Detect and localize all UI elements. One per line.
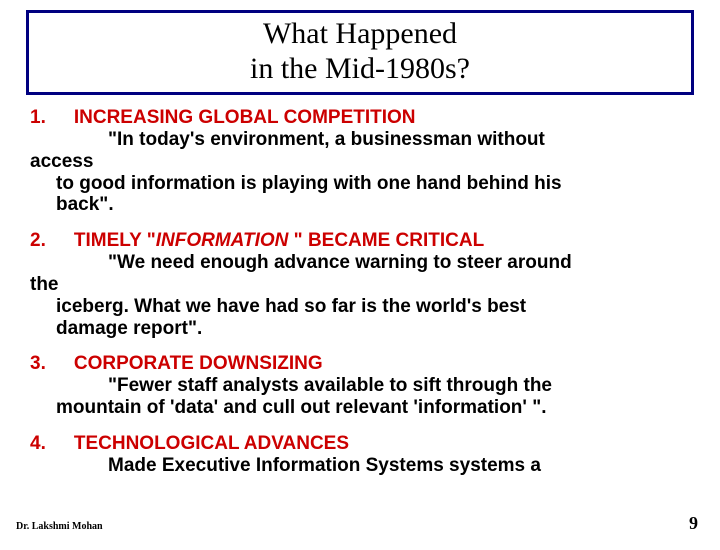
item-quote-line: "Fewer staff analysts available to sift … bbox=[30, 375, 690, 397]
list-item-4: 4. TECHNOLOGICAL ADVANCES bbox=[30, 433, 690, 455]
page-number: 9 bbox=[689, 513, 698, 534]
heading-italic: INFORMATION bbox=[156, 230, 289, 251]
item-quote-line: to good information is playing with one … bbox=[30, 173, 690, 195]
item-quote-line: Made Executive Information Systems syste… bbox=[30, 455, 690, 477]
heading-pre: TIMELY " bbox=[74, 230, 156, 251]
item-quote-line: the bbox=[30, 274, 690, 296]
item-quote-line: access bbox=[30, 151, 690, 173]
item-quote-line: mountain of 'data' and cull out relevant… bbox=[30, 397, 690, 419]
list-item-2: 2.TIMELY "INFORMATION " BECAME CRITICAL … bbox=[30, 230, 690, 339]
item-number: 1. bbox=[30, 107, 46, 128]
title-box: What Happened in the Mid-1980s? bbox=[26, 10, 694, 95]
author-label: Dr. Lakshmi Mohan bbox=[16, 521, 103, 532]
title-line-1: What Happened bbox=[39, 17, 681, 52]
item-quote-line: iceberg. What we have had so far is the … bbox=[30, 296, 690, 318]
item-quote-line: back". bbox=[30, 194, 690, 216]
item-heading: INCREASING GLOBAL COMPETITION bbox=[74, 107, 416, 128]
list-item-1: 1. INCREASING GLOBAL COMPETITION "In toda… bbox=[30, 107, 690, 216]
item-number: 2. bbox=[30, 230, 46, 251]
item-heading: TECHNOLOGICAL ADVANCES bbox=[74, 433, 349, 454]
item-heading: CORPORATE DOWNSIZING bbox=[74, 353, 323, 374]
heading-post: " BECAME CRITICAL bbox=[288, 230, 484, 251]
list-item-3: 3. CORPORATE DOWNSIZING "Fewer staff anal… bbox=[30, 353, 690, 419]
content-area: 1. INCREASING GLOBAL COMPETITION "In toda… bbox=[0, 103, 720, 477]
item-quote-line: damage report". bbox=[30, 318, 690, 340]
item-number: 3. bbox=[30, 353, 46, 374]
title-line-2: in the Mid-1980s? bbox=[39, 52, 681, 87]
item-quote-line: "In today's environment, a businessman w… bbox=[30, 129, 690, 151]
item-heading: TIMELY "INFORMATION " BECAME CRITICAL bbox=[74, 230, 484, 251]
item-quote-line: "We need enough advance warning to steer… bbox=[30, 252, 690, 274]
item-number: 4. bbox=[30, 433, 46, 454]
